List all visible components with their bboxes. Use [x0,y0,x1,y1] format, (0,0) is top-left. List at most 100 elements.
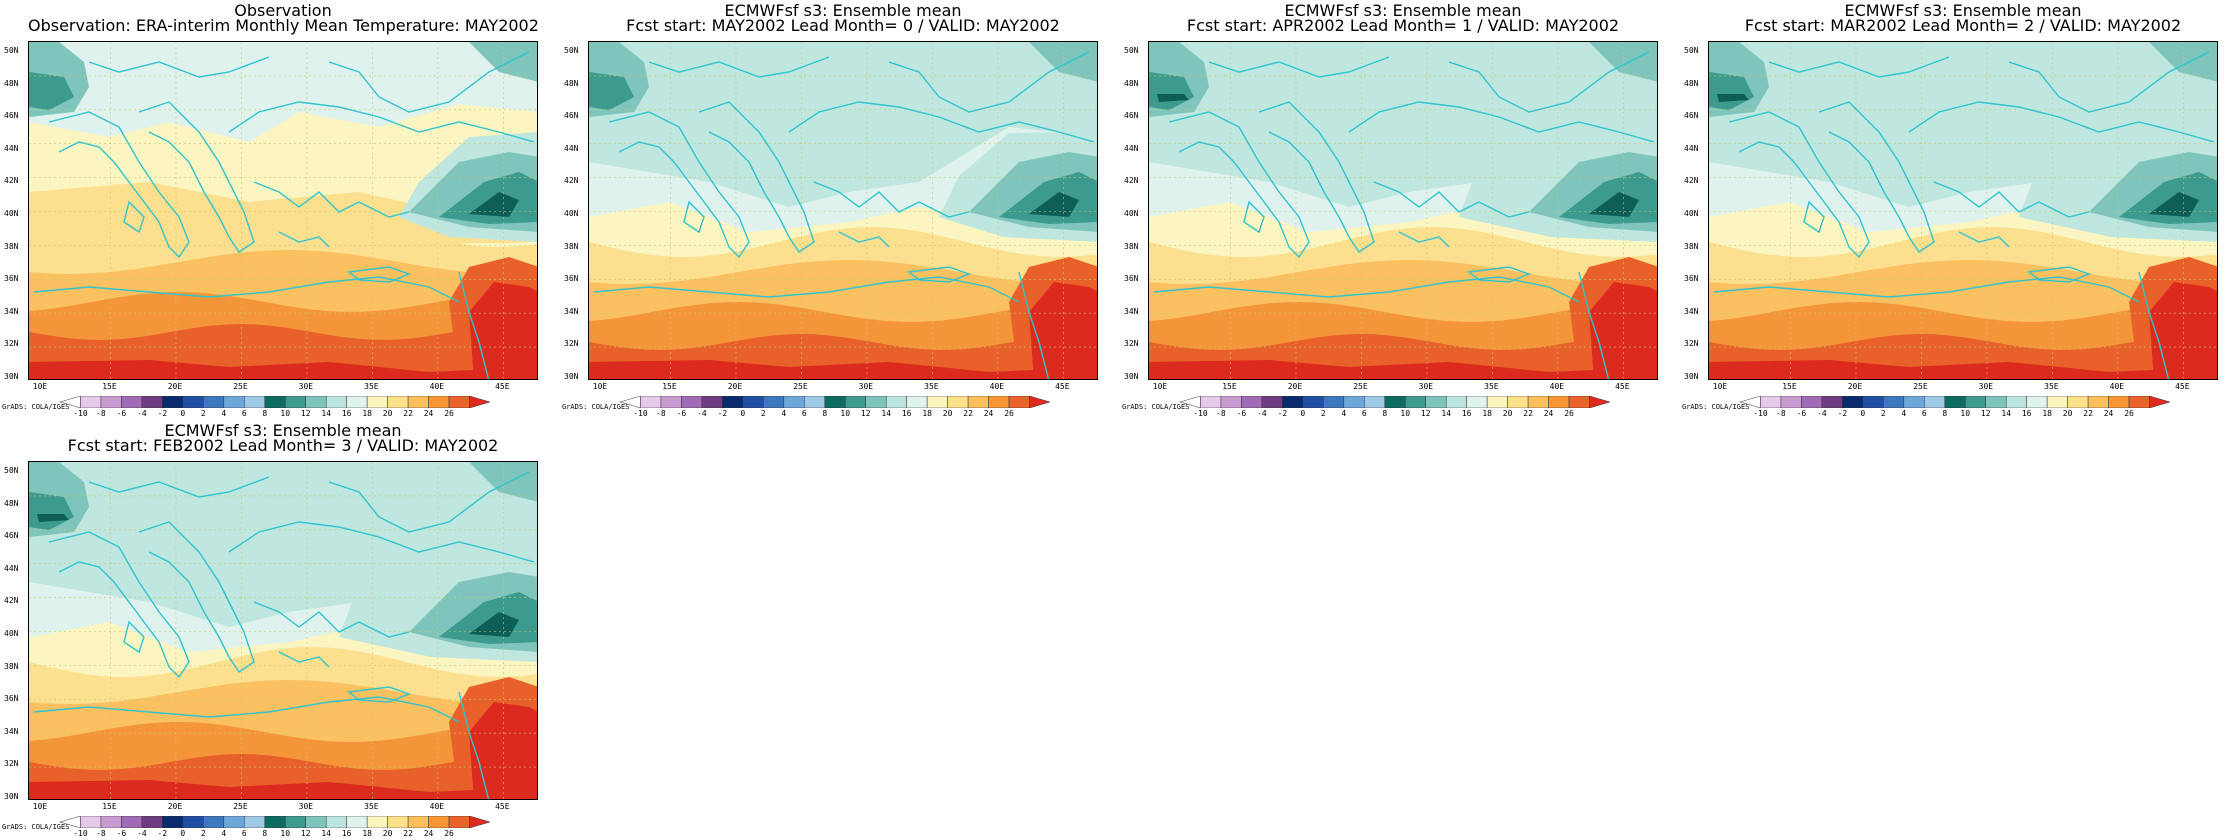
lon-tick-label: 30E [1978,382,1994,391]
colorbar-swatch [1568,396,1590,408]
anatolia-coldest-area [1589,192,1639,217]
lon-tick-label: 25E [1913,382,1928,391]
lat-tick-label: 46N [4,531,19,541]
coastline [1153,276,1580,303]
coastline [328,51,530,113]
lat-tick-label: 40N [1684,209,1699,218]
coastline [1803,200,1825,234]
colorbar-tick-label: 14 [321,829,331,838]
lat-tick-label: 50N [1684,46,1699,55]
colorbar-swatch [2005,396,2027,408]
source-credit: GrADS: COLA/IGES [1122,403,1190,411]
panel-subtitle: Fcst start: MAR2002 Lead Month= 2 / VALI… [1744,16,2182,35]
lat-tick-label: 48N [564,78,579,88]
coastline [698,101,815,253]
lat-tick-label: 40N [564,209,579,218]
colorbar-swatch [244,816,266,828]
colorbar-swatch [763,396,785,408]
lat-tick-label: 46N [1684,111,1699,121]
colorbar-swatch [121,816,143,828]
coastline [253,601,410,638]
colorbar-tick-label: 2 [200,409,206,418]
coastline [228,521,535,563]
lat-tick-label: 48N [1684,78,1699,88]
colorbar-tick-label: -6 [116,409,127,418]
lon-tick-label: 35E [924,382,939,391]
lat-tick-label: 44N [4,143,19,153]
colorbar-tick-label: 8 [1942,409,1948,418]
colorbar-swatch [1548,396,1570,408]
coastline [253,181,410,218]
colorbar-tick-label: -2 [157,409,168,418]
colorbar-swatch [1384,396,1406,408]
lon-tick-label: 10E [32,802,48,811]
coastline [458,271,490,379]
colorbar-swatch [2046,396,2068,408]
colorbar-swatch [2026,396,2048,408]
colorbar-swatch [182,816,204,828]
colorbar-swatch [80,396,102,408]
colorbar-tick-label: 16 [341,829,352,838]
lat-tick-label: 38N [1124,241,1139,251]
colorbar-tick-label: 14 [321,409,331,418]
map-panel: ECMWFsf s3: Ensemble mean Fcst start: MAY… [560,0,1120,420]
coastline [123,200,145,234]
lon-tick-label: 25E [1353,382,1368,391]
alps-coldest-area [1157,94,1189,102]
colorbar-swatch [346,816,368,828]
colorbar-tick-label: 22 [403,409,413,418]
lon-tick-label: 15E [102,802,117,811]
colorbar-swatch [967,396,989,408]
lon-tick-label: 20E [167,802,183,811]
colorbar-swatch [2128,396,2150,408]
colorbar-tick-label: 4 [221,409,227,418]
colorbar-swatch [366,816,388,828]
source-credit: GrADS: COLA/IGES [562,403,630,411]
coastline [88,476,270,498]
lon-tick-label: 10E [1152,382,1168,391]
colorbar-swatch [783,396,805,408]
colorbar-tick-label: -2 [1837,409,1848,418]
colorbar [1740,396,2170,408]
coastline [1208,56,1390,78]
colorbar-swatch [742,396,764,408]
lat-tick-label: 46N [564,111,579,121]
lat-tick-label: 30N [564,372,579,381]
temperature-map [588,41,1098,380]
colorbar-tick-label: 24 [2103,409,2114,418]
coastline [347,266,411,283]
colorbar-swatch [1445,396,1467,408]
lon-tick-label: 30E [298,382,314,391]
panel-subtitle: Observation: ERA-interim Monthly Mean Te… [28,16,539,35]
colorbar-swatch [141,816,163,828]
south-hottest-band [1149,360,1657,379]
north-cool-region [1709,42,2217,207]
colorbar-swatch [824,396,846,408]
colorbar-swatch [305,816,327,828]
colorbar-tick-label: 10 [1960,409,1971,418]
colorbar-swatch [305,396,327,408]
lat-tick-label: 32N [1124,339,1139,349]
coastline [888,51,1090,113]
north-cool-region [29,42,537,142]
colorbar-tick-label: 6 [241,829,247,838]
colorbar-swatch [1404,396,1426,408]
coastline [228,101,535,143]
colorbar-tick-label: 6 [1361,409,1367,418]
lon-tick-label: 25E [233,382,248,391]
lon-tick-label: 40E [429,802,445,811]
colorbar-tick-label: -8 [1776,409,1786,418]
colorbar [60,396,490,408]
northeast-cool-corner [469,42,537,82]
colorbar-swatch [1527,396,1549,408]
lat-tick-label: 48N [4,498,19,508]
colorbar-swatch [906,396,928,408]
coastline [1258,101,1375,253]
anatolia-coldest-area [469,192,519,217]
colorbar-tick-label: 0 [180,829,186,838]
lon-tick-label: 40E [2109,382,2125,391]
lon-tick-label: 40E [1549,382,1565,391]
lat-tick-label: 42N [1124,176,1139,186]
colorbar-tick-label: 12 [300,409,311,418]
colorbar-swatch [100,396,122,408]
